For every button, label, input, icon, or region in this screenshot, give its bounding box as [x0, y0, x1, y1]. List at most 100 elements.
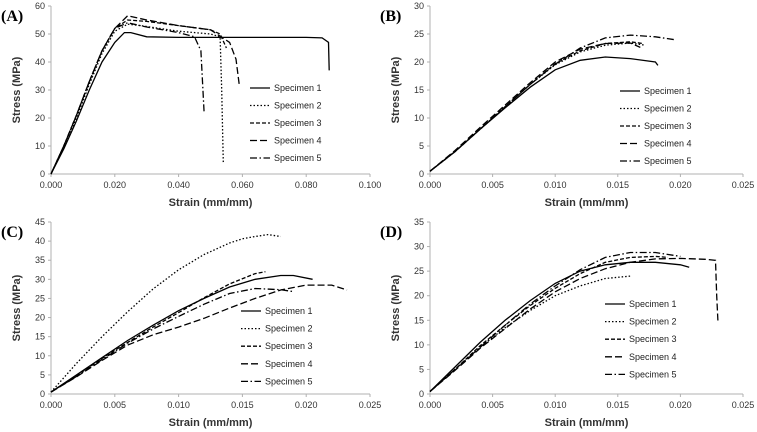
y-tick-label: 10: [35, 141, 45, 151]
x-tick-label: 0.015: [607, 180, 630, 190]
y-tick-label: 50: [35, 29, 45, 39]
series-line-specimen-2: [50, 233, 281, 393]
series-line-specimen-4: [429, 257, 719, 392]
legend: Specimen 1 Specimen 2 Specimen 3 Specimen 4…: [605, 299, 677, 379]
legend-entry: Specimen 2: [644, 104, 692, 114]
series-line-specimen-5: [50, 22, 205, 175]
panel-label: (A): [1, 8, 23, 25]
x-tick-label: 0.025: [732, 180, 755, 190]
series-line-specimen-4: [429, 42, 641, 172]
legend-entry: Specimen 3: [644, 121, 692, 131]
panel-a: 0 10 20 30 40 50 60 0.000 0.020 0.040 0.060 0.080 0.…: [1, 1, 381, 209]
series-line-specimen-3: [50, 271, 266, 393]
series-line-specimen-2: [429, 275, 631, 392]
y-tick-label: 10: [414, 340, 424, 350]
y-tick-label: 0: [419, 169, 424, 179]
legend-entry: Specimen 5: [265, 376, 313, 386]
y-axis-label: Stress (MPa): [11, 274, 23, 341]
y-tick-label: 15: [35, 332, 45, 342]
series-line-specimen-3: [429, 41, 643, 172]
x-tick-label: 0.000: [419, 400, 442, 410]
series-line-specimen-3: [50, 19, 227, 175]
series-line-specimen-2: [50, 23, 224, 175]
y-tick-label: 45: [35, 217, 45, 227]
y-axis-label: Stress (MPa): [390, 56, 402, 123]
x-tick-label: 0.000: [40, 180, 63, 190]
x-axis-label: Strain (mm/mm): [169, 417, 253, 429]
y-tick-label: 30: [414, 242, 424, 252]
legend-entry: Specimen 2: [265, 324, 313, 334]
legend: Specimen 1 Specimen 2 Specimen 3 Specimen 4…: [241, 306, 313, 386]
legend-entry: Specimen 1: [644, 86, 692, 96]
x-axis-label: Strain (mm/mm): [545, 417, 629, 429]
y-tick-label: 40: [35, 57, 45, 67]
legend-entry: Specimen 2: [274, 101, 322, 111]
panel-b: 0 5 10 15 20 25 30 0.000 0.005 0.010 0.015 0.020 0.0…: [380, 1, 754, 209]
x-tick-label: 0.005: [104, 400, 127, 410]
y-tick-label: 0: [40, 169, 45, 179]
x-tick-label: 0.020: [669, 400, 692, 410]
x-tick-label: 0.000: [40, 400, 63, 410]
y-tick-label: 20: [414, 291, 424, 301]
series-line-specimen-1: [50, 31, 330, 175]
y-tick-label: 35: [35, 255, 45, 265]
x-tick-label: 0.025: [732, 400, 755, 410]
legend-entry: Specimen 4: [274, 136, 322, 146]
legend-entry: Specimen 3: [265, 341, 313, 351]
legend-entry: Specimen 1: [274, 83, 322, 93]
legend-entry: Specimen 4: [629, 352, 677, 362]
legend-entry: Specimen 4: [644, 139, 692, 149]
y-tick-label: 15: [414, 85, 424, 95]
legend-entry: Specimen 4: [265, 359, 313, 369]
panel-d: 0 5 10 15 20 25 30 35 0.000 0.005 0.010 0.015 0.020 0…: [380, 217, 754, 429]
x-axis-label: Strain (mm/mm): [545, 197, 629, 209]
series-line-specimen-3: [429, 255, 668, 392]
legend-entry: Specimen 3: [629, 334, 677, 344]
legend-entry: Specimen 5: [274, 153, 322, 163]
y-tick-label: 20: [35, 313, 45, 323]
x-tick-label: 0.015: [231, 400, 254, 410]
series-line-specimen-2: [429, 42, 646, 172]
y-tick-label: 5: [419, 141, 424, 151]
series-line-specimen-5: [429, 34, 675, 172]
legend-entry: Specimen 2: [629, 317, 677, 327]
x-axis-label: Strain (mm/mm): [169, 197, 253, 209]
y-tick-label: 0: [419, 389, 424, 399]
x-tick-label: 0.000: [419, 180, 442, 190]
x-tick-label: 0.010: [167, 400, 190, 410]
y-tick-label: 20: [35, 113, 45, 123]
y-tick-label: 5: [40, 370, 45, 380]
panel-label: (D): [380, 224, 402, 241]
x-tick-label: 0.005: [481, 400, 504, 410]
y-tick-label: 25: [35, 293, 45, 303]
y-tick-label: 15: [414, 315, 424, 325]
legend-entry: Specimen 3: [274, 118, 322, 128]
y-tick-label: 30: [414, 1, 424, 11]
y-axis-label: Stress (MPa): [11, 56, 23, 123]
series-line-specimen-4: [50, 15, 240, 175]
x-tick-label: 0.060: [231, 180, 254, 190]
panel-label: (C): [1, 224, 23, 241]
y-tick-label: 60: [35, 1, 45, 11]
x-tick-label: 0.005: [481, 180, 504, 190]
series-line-specimen-1: [429, 56, 659, 172]
legend: Specimen 1 Specimen 2 Specimen 3 Specimen 4…: [250, 83, 322, 163]
y-tick-label: 40: [35, 236, 45, 246]
y-tick-label: 5: [419, 364, 424, 374]
x-tick-label: 0.015: [607, 400, 630, 410]
y-tick-label: 10: [414, 113, 424, 123]
x-tick-label: 0.040: [167, 180, 190, 190]
x-tick-label: 0.020: [104, 180, 127, 190]
legend-entry: Specimen 1: [629, 299, 677, 309]
x-tick-label: 0.010: [544, 180, 567, 190]
y-axis-label: Stress (MPa): [390, 274, 402, 341]
y-tick-label: 30: [35, 85, 45, 95]
y-tick-label: 35: [414, 217, 424, 227]
x-tick-label: 0.080: [295, 180, 318, 190]
y-tick-label: 30: [35, 274, 45, 284]
legend-entry: Specimen 5: [644, 156, 692, 166]
panel-c: 0 5 10 15 20 25 30 35 40 45 0.000 0.005 0.010 0.015 0.…: [1, 217, 381, 429]
y-tick-label: 25: [414, 29, 424, 39]
y-tick-label: 25: [414, 266, 424, 276]
